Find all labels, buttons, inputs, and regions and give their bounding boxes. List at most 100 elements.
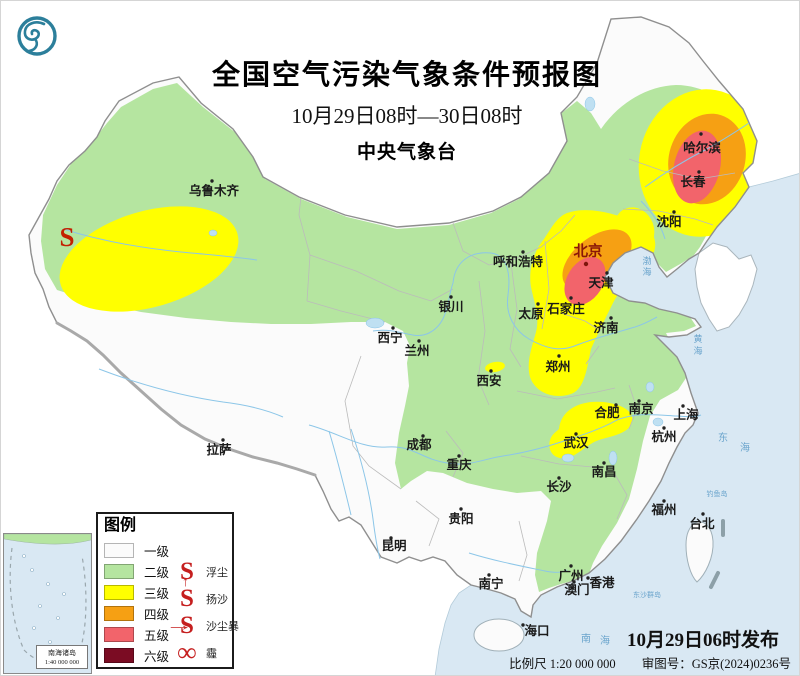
city-label: 广州 xyxy=(558,568,583,583)
city-label: 长春 xyxy=(680,174,706,189)
city-dot xyxy=(681,404,685,408)
sea-label: 海 xyxy=(600,634,610,647)
level3-wuhan-hefei xyxy=(549,401,633,459)
city-dot xyxy=(569,296,573,300)
sea-label: 东 xyxy=(718,431,728,444)
city-label: 贵阳 xyxy=(448,511,473,526)
city-dot xyxy=(417,339,421,343)
legend-symbol-label: 沙尘暴 xyxy=(206,620,239,633)
city-dot xyxy=(701,512,705,516)
city-dot xyxy=(421,434,425,438)
city-dot xyxy=(574,432,578,436)
city-dot xyxy=(536,302,540,306)
city-label: 太原 xyxy=(518,306,544,321)
city-label: 呼和浩特 xyxy=(493,254,544,269)
sea-label: 海 xyxy=(693,345,702,356)
sea-label: 南 xyxy=(581,632,591,645)
sea-label: 钓鱼岛 xyxy=(707,489,728,498)
city-dot xyxy=(221,438,225,442)
issue-time: 10月29日06时发布 xyxy=(626,630,779,651)
city-label: 天津 xyxy=(588,275,614,290)
city-label: 合肥 xyxy=(594,405,620,420)
city-dot xyxy=(487,573,491,577)
legend-level-swatch xyxy=(104,627,134,642)
lakes xyxy=(208,96,664,466)
city-dot xyxy=(557,476,561,480)
sea-label: 海 xyxy=(642,266,651,277)
legend-title: 图例 xyxy=(104,517,137,534)
city-label: 长沙 xyxy=(546,479,572,494)
dust-marker-s: S xyxy=(59,222,74,252)
city-label: 武汉 xyxy=(563,435,589,450)
city-label: 西安 xyxy=(476,373,501,388)
city-dot xyxy=(521,250,525,254)
city-dot xyxy=(459,507,463,511)
city-dot xyxy=(569,564,573,568)
city-dot xyxy=(586,576,590,580)
legend-symbol-row: ∞ 霾 xyxy=(170,639,239,666)
dust-s-arrow-icon: → S xyxy=(165,612,194,639)
city-label: 杭州 xyxy=(651,429,676,444)
sea-label: 东沙群岛 xyxy=(633,590,661,599)
city-dot xyxy=(449,295,453,299)
city-dot xyxy=(602,461,606,465)
legend-symbol-row: S 浮尘 xyxy=(170,558,239,585)
legend-symbol-label: 扬沙 xyxy=(206,593,228,606)
inset-coast xyxy=(3,533,92,545)
inset-scale: 1:40 000 000 xyxy=(44,659,80,666)
city-dot xyxy=(489,369,493,373)
legend-symbols: S 浮尘 ↑ S 扬沙 → S 沙尘暴 ∞ 霾 xyxy=(165,558,239,666)
city-dot xyxy=(697,170,701,174)
south-china-sea-inset: 南海诸岛 1:40 000 000 xyxy=(3,533,92,674)
level5-tianjin xyxy=(564,256,606,306)
logo-swirl xyxy=(23,21,46,41)
city-dot xyxy=(521,623,525,627)
dust-s-icon: S xyxy=(180,558,194,585)
city-dot xyxy=(605,271,609,275)
city-dot xyxy=(662,499,666,503)
inset-islands xyxy=(22,554,66,644)
map-scale: 比例尺 1:20 000 000 xyxy=(509,657,616,671)
city-label: 台北 xyxy=(689,516,715,531)
legend-level-row: 三级 xyxy=(104,582,169,603)
legend-level-swatch xyxy=(104,543,134,558)
city-label: 南京 xyxy=(628,401,654,416)
legend-level-label: 三级 xyxy=(144,587,170,601)
logo-tail xyxy=(27,37,39,53)
city-dot xyxy=(637,399,641,403)
city-label: 香港 xyxy=(588,575,615,590)
city-label: 沈阳 xyxy=(656,214,681,229)
approval-number: 审图号：GS京(2024)0236号 xyxy=(641,657,791,671)
city-dot xyxy=(609,316,613,320)
inset-caption: 南海诸岛 1:40 000 000 xyxy=(36,645,88,669)
level5-northeast xyxy=(672,130,722,204)
sea-label: 海 xyxy=(740,441,750,454)
city-dot xyxy=(583,261,589,267)
legend: 图例 一级 二级 三级 四级 五级 六级 S 浮尘 ↑ S 扬沙 → S 沙尘暴 ∞ 霾 xyxy=(96,512,239,669)
taiwan-island xyxy=(685,521,714,583)
city-label: 南宁 xyxy=(478,576,503,591)
rivers xyxy=(62,122,750,573)
city-dot xyxy=(672,210,676,214)
legend-level-row: 二级 xyxy=(104,561,169,582)
city-label: 北京 xyxy=(574,242,603,260)
sea-label: 黄 xyxy=(693,333,702,344)
legend-level-label: 四级 xyxy=(144,608,170,622)
legend-level-swatch xyxy=(104,606,134,621)
level2-region xyxy=(41,83,750,592)
legend-level-row: 五级 xyxy=(104,624,169,645)
legend-level-row: 四级 xyxy=(104,603,169,624)
footer-scale-line: 比例尺 1:20 000 000 审图号：GS京(2024)0236号 xyxy=(509,653,791,672)
city-dot xyxy=(699,132,703,136)
city-dot xyxy=(210,179,214,183)
logo-ring xyxy=(17,16,57,56)
korea-peninsula xyxy=(694,242,758,332)
city-label: 济南 xyxy=(593,320,619,335)
city-label: 澳门 xyxy=(564,582,589,597)
city-label: 哈尔滨 xyxy=(683,140,721,155)
legend-symbol-label: 浮尘 xyxy=(206,566,228,579)
legend-level-label: 六级 xyxy=(144,650,170,664)
